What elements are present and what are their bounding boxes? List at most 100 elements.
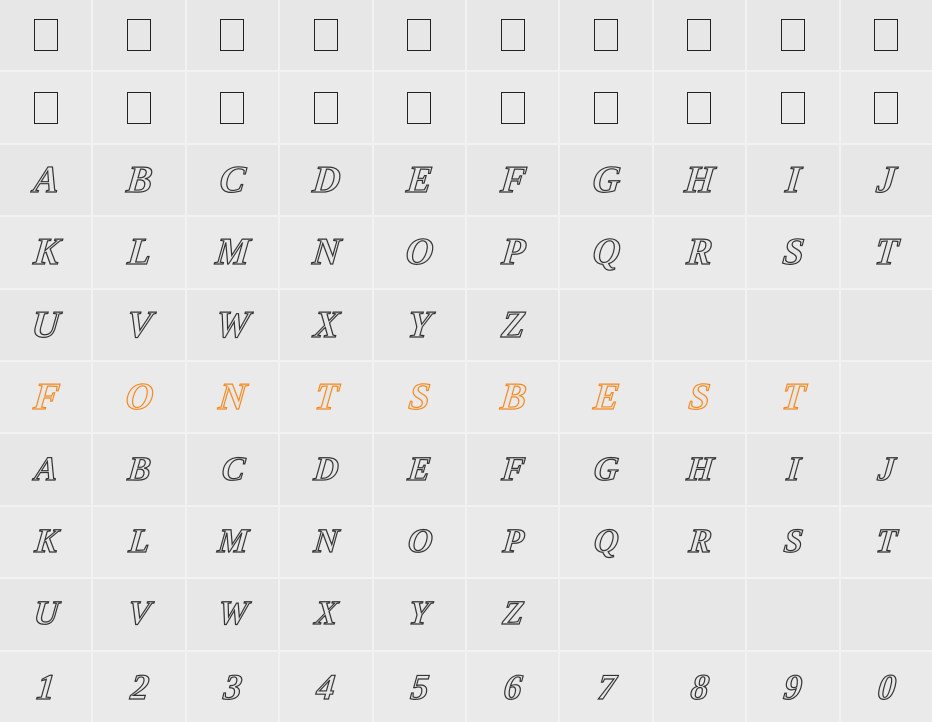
- glyph-char: X: [311, 303, 340, 347]
- glyph-cell: C: [187, 145, 278, 215]
- missing-glyph-box: [874, 92, 898, 124]
- glyph-char: S: [407, 375, 432, 419]
- glyph-char: Z: [499, 303, 526, 347]
- glyph-cell: D: [280, 145, 371, 215]
- glyph-char: M: [214, 230, 251, 274]
- glyph-char: H: [685, 451, 714, 489]
- glyph-cell: B: [93, 145, 184, 215]
- glyph-cell: H: [654, 434, 745, 504]
- glyph-cell: Q: [560, 217, 651, 287]
- glyph-char: 2: [128, 666, 149, 708]
- glyph-cell: [654, 290, 745, 360]
- glyph-char: P: [501, 523, 525, 561]
- glyph-cell: 7: [560, 652, 651, 722]
- glyph-cell: [0, 72, 91, 142]
- glyph-cell: W: [187, 290, 278, 360]
- glyph-char: V: [126, 595, 152, 633]
- glyph-char: Y: [406, 303, 433, 347]
- glyph-cell: [654, 579, 745, 649]
- glyph-cell: [93, 72, 184, 142]
- glyph-cell: G: [560, 434, 651, 504]
- glyph-char: 9: [782, 666, 803, 708]
- glyph-char: N: [310, 230, 341, 274]
- glyph-char: B: [125, 158, 154, 202]
- glyph-cell: S: [747, 217, 838, 287]
- glyph-char: G: [592, 451, 620, 489]
- glyph-cell: [93, 0, 184, 70]
- glyph-cell: Y: [374, 579, 465, 649]
- missing-glyph-box: [594, 19, 618, 51]
- glyph-cell: 8: [654, 652, 745, 722]
- glyph-cell: [467, 72, 558, 142]
- glyph-cell: A: [0, 434, 91, 504]
- glyph-cell: S: [654, 362, 745, 432]
- glyph-cell: E: [374, 145, 465, 215]
- glyph-cell: E: [374, 434, 465, 504]
- glyph-char: Y: [407, 595, 431, 633]
- glyph-cell: [280, 0, 371, 70]
- missing-glyph-box: [220, 92, 244, 124]
- missing-glyph-box: [874, 19, 898, 51]
- glyph-char: 3: [222, 666, 243, 708]
- glyph-cell: X: [280, 579, 371, 649]
- glyph-cell: Q: [560, 507, 651, 577]
- glyph-cell: S: [374, 362, 465, 432]
- glyph-cell: T: [280, 362, 371, 432]
- glyph-cell: [841, 579, 932, 649]
- glyph-cell: V: [93, 579, 184, 649]
- glyph-char: S: [687, 375, 712, 419]
- missing-glyph-box: [407, 19, 431, 51]
- glyph-char: I: [784, 158, 802, 202]
- glyph-char: C: [220, 451, 246, 489]
- glyph-char: V: [125, 303, 154, 347]
- glyph-cell: U: [0, 579, 91, 649]
- glyph-cell: R: [654, 507, 745, 577]
- glyph-char: T: [874, 523, 898, 561]
- glyph-cell: T: [841, 507, 932, 577]
- glyph-char: T: [779, 375, 806, 419]
- glyph-cell: L: [93, 217, 184, 287]
- glyph-char: F: [498, 158, 527, 202]
- missing-glyph-box: [127, 19, 151, 51]
- glyph-cell: I: [747, 434, 838, 504]
- glyph-char: L: [127, 523, 151, 561]
- glyph-char: L: [126, 230, 153, 274]
- glyph-char: O: [406, 523, 434, 561]
- missing-glyph-box: [594, 92, 618, 124]
- glyph-cell: [374, 72, 465, 142]
- glyph-cell: F: [467, 434, 558, 504]
- glyph-cell: P: [467, 217, 558, 287]
- glyph-cell: 9: [747, 652, 838, 722]
- glyph-char: K: [31, 230, 60, 274]
- glyph-cell: [841, 0, 932, 70]
- glyph-char: Q: [591, 230, 622, 274]
- glyph-cell: W: [187, 579, 278, 649]
- glyph-cell: [280, 72, 371, 142]
- glyph-char: U: [30, 303, 61, 347]
- glyph-cell: N: [280, 217, 371, 287]
- glyph-cell: [560, 579, 651, 649]
- glyph-cell: T: [841, 217, 932, 287]
- glyph-char: H: [683, 158, 716, 202]
- glyph-char: Q: [592, 523, 620, 561]
- glyph-char: N: [217, 375, 248, 419]
- glyph-char: F: [500, 451, 526, 489]
- glyph-cell: V: [93, 290, 184, 360]
- glyph-char: N: [312, 523, 340, 561]
- glyph-cell: X: [280, 290, 371, 360]
- glyph-char: A: [33, 451, 59, 489]
- missing-glyph-box: [407, 92, 431, 124]
- missing-glyph-box: [34, 19, 58, 51]
- glyph-cell: [560, 0, 651, 70]
- glyph-cell: F: [0, 362, 91, 432]
- glyph-char: E: [405, 158, 434, 202]
- glyph-cell: 1: [0, 652, 91, 722]
- glyph-char: A: [31, 158, 60, 202]
- glyph-grid: ABCDEFGHIJKLMNOPQRSTUVWXYZFONTSBESTABCDE…: [0, 0, 932, 722]
- glyph-char: T: [873, 230, 900, 274]
- glyph-cell: N: [187, 362, 278, 432]
- glyph-cell: 2: [93, 652, 184, 722]
- glyph-char: C: [218, 158, 247, 202]
- glyph-cell: [841, 290, 932, 360]
- glyph-char: R: [687, 523, 713, 561]
